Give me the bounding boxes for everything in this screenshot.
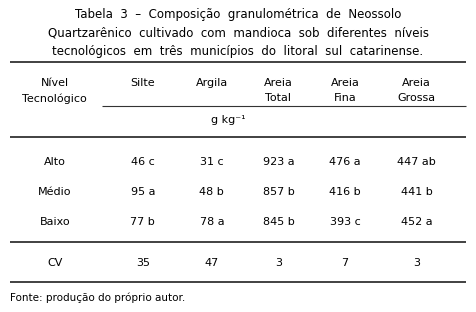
Text: Fonte: produção do próprio autor.: Fonte: produção do próprio autor. <box>10 293 185 303</box>
Text: Nível: Nível <box>40 78 69 88</box>
Text: Grossa: Grossa <box>397 93 436 103</box>
Text: tecnológicos  em  três  municípios  do  litoral  sul  catarinense.: tecnológicos em três municípios do litor… <box>52 45 424 58</box>
Text: 31 c: 31 c <box>200 157 224 167</box>
Text: 3: 3 <box>413 258 420 268</box>
Text: 476 a: 476 a <box>329 157 361 167</box>
Text: Areia: Areia <box>402 78 431 88</box>
Text: 47: 47 <box>205 258 219 268</box>
Text: 46 c: 46 c <box>131 157 155 167</box>
Text: 78 a: 78 a <box>199 217 224 227</box>
Text: 452 a: 452 a <box>401 217 432 227</box>
Text: Médio: Médio <box>38 187 71 197</box>
Text: Silte: Silte <box>130 78 155 88</box>
Text: 857 b: 857 b <box>263 187 294 197</box>
Text: 923 a: 923 a <box>263 157 294 167</box>
Text: 845 b: 845 b <box>263 217 294 227</box>
Text: 393 c: 393 c <box>330 217 360 227</box>
Text: Tabela  3  –  Composição  granulométrica  de  Neossolo: Tabela 3 – Composição granulométrica de … <box>75 7 401 21</box>
Text: 48 b: 48 b <box>199 187 224 197</box>
Text: Argila: Argila <box>196 78 228 88</box>
Text: Areia: Areia <box>331 78 359 88</box>
Text: CV: CV <box>47 258 62 268</box>
Text: 416 b: 416 b <box>329 187 361 197</box>
Text: 77 b: 77 b <box>130 217 155 227</box>
Text: 447 ab: 447 ab <box>397 157 436 167</box>
Text: 441 b: 441 b <box>401 187 432 197</box>
Text: 35: 35 <box>136 258 150 268</box>
Text: Total: Total <box>266 93 291 103</box>
Text: 7: 7 <box>342 258 348 268</box>
Text: Fina: Fina <box>334 93 357 103</box>
Text: 3: 3 <box>275 258 282 268</box>
Text: Tecnológico: Tecnológico <box>22 93 87 104</box>
Text: g kg⁻¹: g kg⁻¹ <box>211 115 246 125</box>
Text: Baixo: Baixo <box>40 217 70 227</box>
Text: Alto: Alto <box>44 157 66 167</box>
Text: 95 a: 95 a <box>130 187 155 197</box>
Text: Quartzarênico  cultivado  com  mandioca  sob  diferentes  níveis: Quartzarênico cultivado com mandioca sob… <box>48 26 428 39</box>
Text: Areia: Areia <box>264 78 293 88</box>
